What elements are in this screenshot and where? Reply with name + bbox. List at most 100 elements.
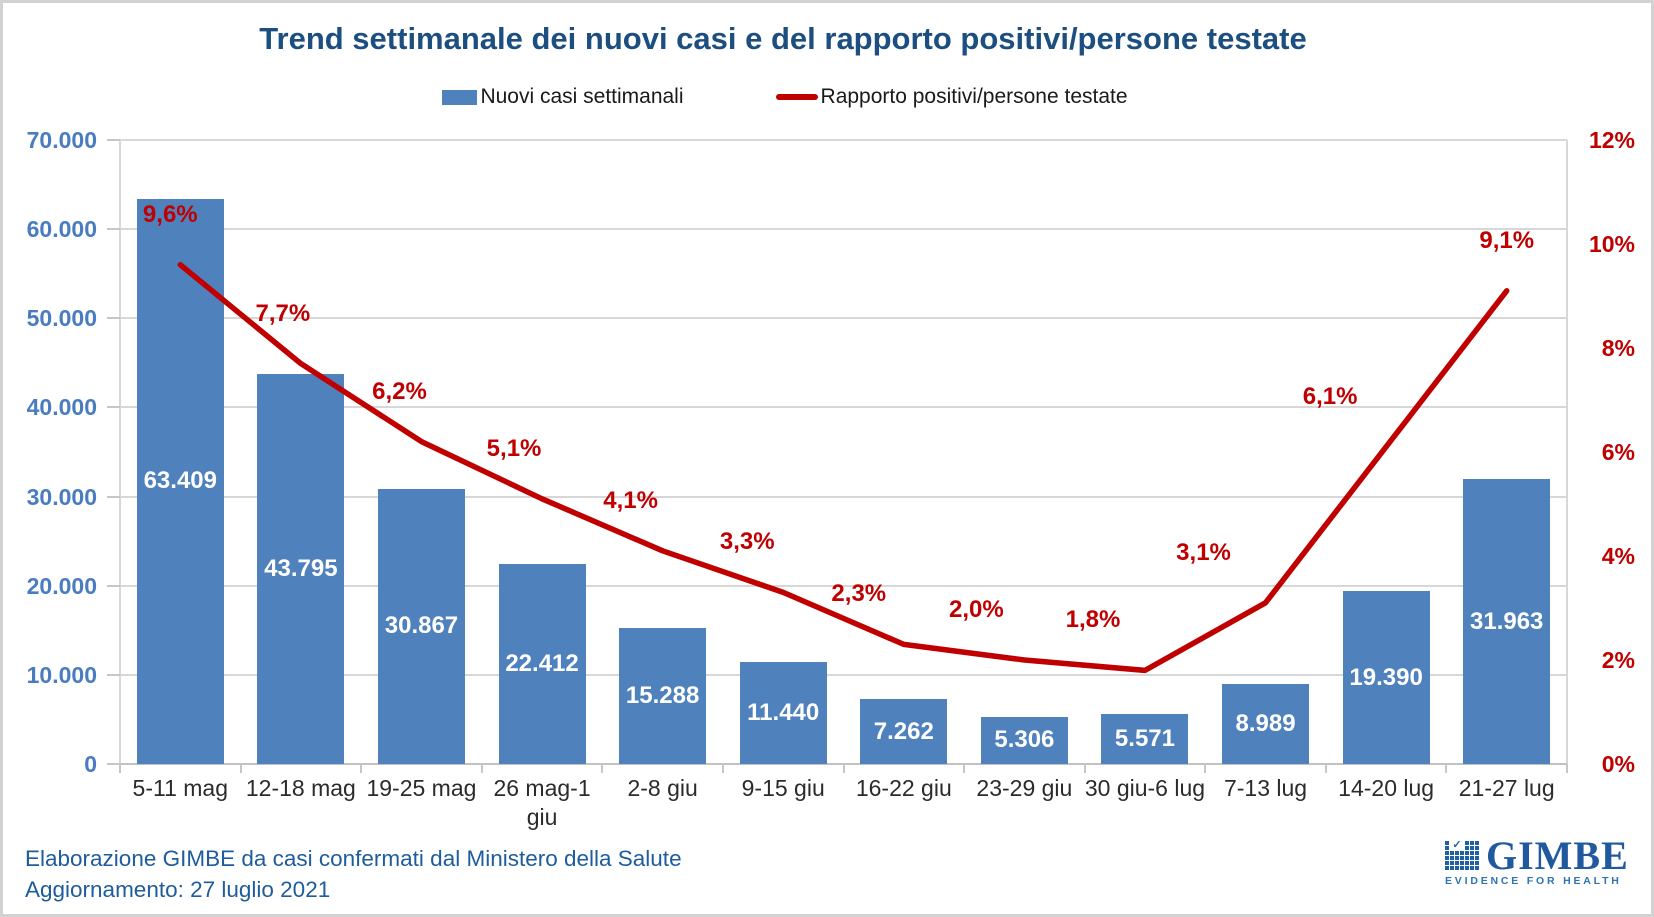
x-axis-label: 19-25 mag (366, 775, 477, 801)
line-value-label: 4,1% (603, 486, 658, 514)
line-value-label: 9,1% (1479, 226, 1535, 254)
y-axis-tick (107, 317, 120, 320)
legend-label-bars: Nuovi casi settimanali (480, 85, 684, 108)
bar-value-label: 8.989 (1235, 709, 1296, 737)
chart-canvas: 0 10.000 20.000 30.000 40.000 50.000 60.000 70.… (3, 3, 1651, 914)
bar-value-label: 5.571 (1114, 725, 1175, 753)
x-axis-tick (480, 764, 483, 773)
x-axis-tick (721, 764, 724, 773)
gridline (120, 317, 1567, 320)
trend-line (177, 262, 1510, 674)
line-value-label: 3,3% (719, 528, 775, 556)
bar (1463, 479, 1551, 764)
bar (498, 564, 586, 764)
bar-value-label: 11.440 (747, 699, 820, 726)
gridline (120, 406, 1567, 409)
x-axis-tick (1083, 764, 1086, 773)
line-value-label: 9,6% (142, 200, 198, 228)
bar (1342, 591, 1430, 764)
x-axis-label: 12-18 mag (245, 775, 356, 801)
line-value-label: 2,0% (949, 596, 1004, 623)
line-value-label: 1,8% (1065, 606, 1121, 634)
bar-value-label: 15.288 (625, 681, 700, 709)
x-axis-tick (1204, 764, 1207, 773)
y2-axis-label: 10% (1588, 231, 1635, 257)
x-axis-tick (1445, 764, 1448, 773)
y-axis-label: 30.000 (26, 483, 97, 510)
y-axis-tick (107, 406, 120, 409)
bar-value-label: 7.262 (873, 717, 934, 745)
y-axis-tick (107, 495, 120, 498)
y-axis-tick (107, 763, 120, 765)
bar-value-label: 63.409 (143, 467, 217, 495)
line-value-label: 5,1% (486, 434, 542, 462)
plot-border-right (1566, 140, 1568, 764)
y-axis-label: 0 (84, 751, 97, 777)
bar (377, 488, 465, 764)
gimbe-logo: ✓ GIMBE EVIDENCE FOR HEALTH (1445, 833, 1629, 887)
gridline (120, 495, 1567, 498)
y-axis-label: 10.000 (26, 661, 97, 688)
x-axis-tick (842, 764, 845, 773)
x-axis-tick (1566, 764, 1568, 773)
gridline (120, 139, 1567, 141)
legend-label-line: Rapporto positivi/persone testate (820, 85, 1128, 108)
x-axis-tick (119, 764, 121, 773)
x-axis-tick (360, 764, 363, 773)
footer: Elaborazione GIMBE da casi confermati da… (25, 843, 682, 905)
y2-axis-label: 12% (1588, 127, 1635, 153)
line-value-label: 6,2% (372, 377, 427, 405)
bar-series-swatch-icon (442, 89, 478, 105)
x-axis-label: 21-27 lug (1458, 775, 1555, 801)
x-axis-label: 2-8 giu (627, 775, 698, 801)
bar (136, 198, 224, 764)
bar (739, 662, 827, 764)
footer-source-line: Elaborazione GIMBE da casi confermati da… (25, 846, 682, 871)
y2-axis-label: 4% (1601, 543, 1635, 569)
y-axis-tick (107, 673, 120, 676)
footer-update-line: Aggiornamento: 27 luglio 2021 (25, 877, 331, 902)
y-axis-label: 70.000 (26, 127, 97, 153)
gimbe-grid-icon: ✓ (1445, 840, 1479, 870)
page-title: Trend settimanale dei nuovi casi e del r… (259, 21, 1307, 56)
y-axis-label: 20.000 (26, 572, 97, 599)
bar-value-label: 43.795 (264, 554, 338, 582)
x-axis-tick (601, 764, 604, 773)
x-axis-label: 16-22 giu (855, 775, 952, 801)
bar (619, 627, 707, 764)
x-axis-label: 14-20 lug (1338, 775, 1435, 801)
bar-value-label: 31.963 (1470, 607, 1544, 635)
plot-border-left (119, 140, 121, 764)
x-axis-label: 7-13 lug (1223, 775, 1308, 801)
bar (980, 716, 1068, 764)
legend-item-line: Rapporto positivi/persone testate (775, 85, 1128, 109)
check-icon: ✓ (1450, 840, 1464, 851)
x-axis-label: 5-11 mag (132, 775, 229, 801)
y-axis-tick (107, 228, 120, 231)
gimbe-tagline: EVIDENCE FOR HEALTH (1445, 875, 1622, 887)
bar (860, 699, 948, 764)
bar (257, 373, 345, 764)
legend: Nuovi casi settimanali Rapporto positivi… (3, 85, 1609, 109)
gimbe-wordmark: GIMBE (1486, 833, 1629, 878)
line-value-label: 7,7% (255, 299, 311, 327)
x-axis-tick (239, 764, 242, 773)
y-axis-tick (107, 584, 120, 587)
x-axis-tick (1324, 764, 1327, 773)
x-axis-label: 23-29 giu (976, 775, 1073, 801)
line-series-swatch-icon (775, 94, 818, 100)
gridline (120, 228, 1567, 231)
bar (1101, 714, 1189, 764)
y2-axis-label: 2% (1601, 647, 1635, 673)
y-axis-tick (107, 139, 120, 141)
y-axis-label: 50.000 (26, 305, 97, 332)
y-axis-label: 60.000 (26, 216, 97, 243)
x-axis-label: 9-15 giu (741, 775, 825, 801)
gridline (120, 673, 1567, 676)
x-axis-label: 30 giu-6 lug (1084, 775, 1206, 801)
line-value-label: 6,1% (1302, 382, 1358, 410)
y-axis-label: 40.000 (26, 394, 97, 421)
bar-value-label: 22.412 (505, 650, 579, 678)
y2-axis-label: 0% (1601, 751, 1635, 777)
